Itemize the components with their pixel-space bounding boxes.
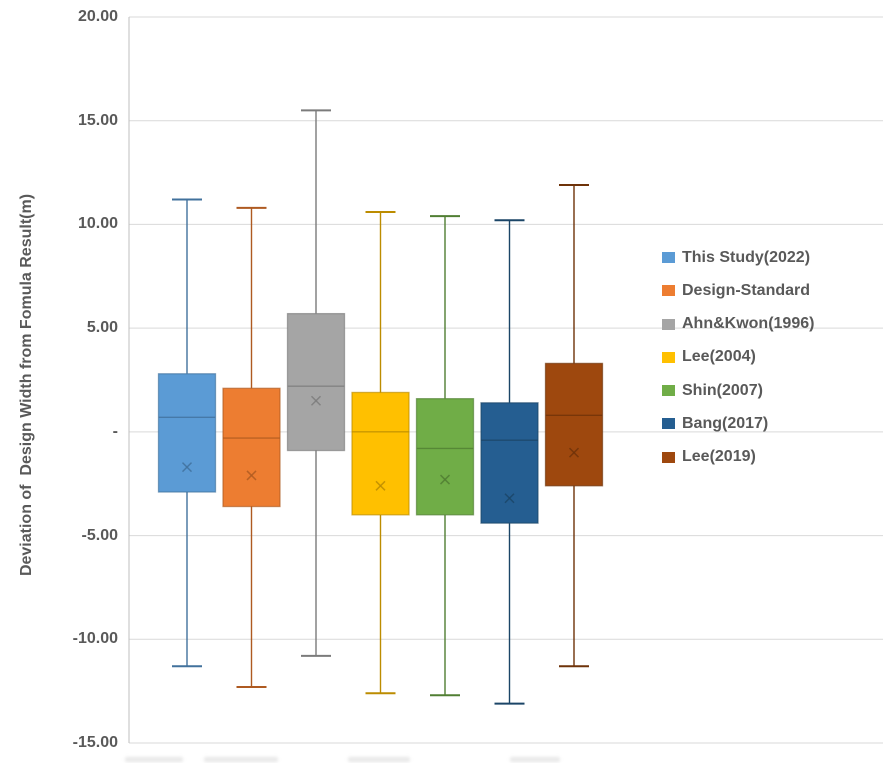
y-tick-label: -15.00 [72,734,118,751]
cropped-x-axis-label-fragment [204,757,278,762]
legend-item-6: Lee(2019) [662,441,814,474]
legend-item-4: Shin(2007) [662,374,814,407]
y-tick-label: 5.00 [86,319,118,337]
mean-marker [439,474,451,485]
box-6 [544,362,604,487]
y-tick-label: - [112,422,118,440]
legend-swatch [662,385,675,397]
legend-swatch [662,252,675,264]
legend-label: Ahn&Kwon(1996) [682,315,815,333]
mean-marker [375,480,386,491]
y-tick-label: 15.00 [77,111,118,129]
y-tick-label: 20.00 [77,8,118,25]
legend: This Study(2022) Design-Standard Ahn&Kwon(… [662,241,814,474]
legend-item-2: Ahn&Kwon(1996) [662,308,814,341]
box-5 [480,402,539,524]
legend-label: Lee(2019) [682,448,756,466]
legend-swatch [662,318,675,330]
legend-item-0: This Study(2022) [662,241,814,274]
legend-item-5: Bang(2017) [662,407,814,440]
legend-swatch [662,285,675,297]
legend-label: Design-Standard [682,281,811,299]
legend-label: This Study(2022) [682,248,811,266]
cropped-x-axis-label-fragment [348,757,410,762]
legend-item-1: Design-Standard [662,274,814,307]
mean-marker [310,395,322,406]
legend-label: Lee(2004) [682,348,756,366]
legend-swatch [662,351,675,363]
box-3 [351,391,410,516]
mean-marker [246,470,257,481]
legend-item-3: Lee(2004) [662,341,814,374]
legend-swatch [662,451,675,463]
y-tick-label: -10.00 [72,630,118,648]
y-tick-label: 10.00 [77,215,118,233]
mean-marker [568,447,580,458]
mean-marker [504,493,515,504]
cropped-x-axis-label-fragment [125,757,183,762]
box-1 [222,387,281,508]
mean-marker [181,462,193,473]
legend-label: Bang(2017) [682,414,769,432]
cropped-x-axis-label-fragment [510,757,560,762]
box-4 [415,398,475,516]
legend-label: Shin(2007) [682,381,763,399]
y-tick-label: -5.00 [81,526,118,544]
legend-swatch [662,418,675,430]
y-axis-title: Deviation of Design Width from Fomula Re… [18,193,35,577]
box-0 [157,373,217,493]
box-2 [286,312,346,452]
